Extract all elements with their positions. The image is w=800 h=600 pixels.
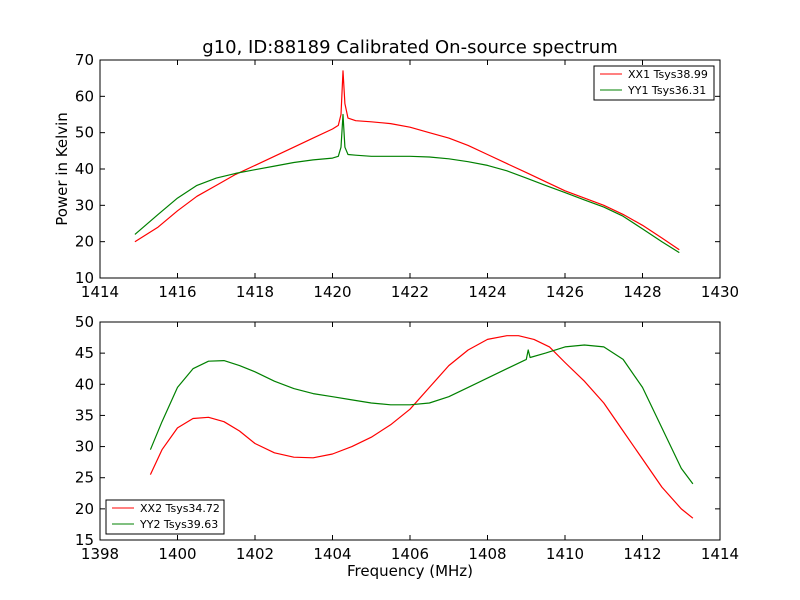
top-axis-ticks: 1414 1416 1418 1420 1422 1424 1426 1428 1430 10 20… <box>75 51 739 301</box>
bottom-x-tick-label: 1406 <box>391 545 429 563</box>
top-legend: XX1 Tsys38.99 YY1 Tsys36.31 <box>593 65 715 101</box>
top-x-tick-label: 1428 <box>623 283 661 301</box>
top-y-tick-label: 40 <box>75 160 94 178</box>
top-x-tick-label: 1420 <box>313 283 351 301</box>
top-series-line-xx1 <box>134 70 680 251</box>
bottom-y-tick-label: 20 <box>75 500 94 518</box>
bottom-legend-label-yy2: YY2 Tsys39.63 <box>139 518 218 531</box>
top-series-line-yy1 <box>134 113 680 254</box>
bottom-y-tick-label: 50 <box>75 313 94 331</box>
top-legend-label-yy1: YY1 Tsys36.31 <box>627 84 706 97</box>
top-legend-box <box>593 65 715 101</box>
bottom-y-tick-label: 25 <box>75 469 94 487</box>
bottom-x-axis-label: Frequency (MHz) <box>347 562 473 580</box>
bottom-series-line-xx2 <box>149 335 694 519</box>
top-y-tick-label: 50 <box>75 124 94 142</box>
bottom-y-tick-label: 45 <box>75 344 94 362</box>
top-x-tick-label: 1414 <box>81 283 119 301</box>
top-x-tick-label: 1422 <box>391 283 429 301</box>
top-y-axis-label: Power in Kelvin <box>53 112 71 226</box>
top-x-tick-label: 1416 <box>158 283 196 301</box>
bottom-x-tick-label: 1412 <box>623 545 661 563</box>
bottom-x-tick-label: 1404 <box>313 545 351 563</box>
bottom-plot-frame <box>99 321 721 541</box>
bottom-legend: XX2 Tsys34.72 YY2 Tsys39.63 <box>105 499 225 535</box>
top-y-tick-label: 10 <box>75 269 94 287</box>
top-x-tick-label: 1418 <box>236 283 274 301</box>
bottom-x-tick-label: 1408 <box>468 545 506 563</box>
bottom-series-group <box>149 335 694 519</box>
bottom-y-tick-label: 40 <box>75 375 94 393</box>
top-y-tick-label: 20 <box>75 233 94 251</box>
bottom-x-tick-label: 1410 <box>546 545 584 563</box>
top-plot-frame <box>99 59 721 279</box>
bottom-x-tick-label: 1414 <box>701 545 739 563</box>
bottom-legend-box <box>105 499 225 535</box>
bottom-subplot: Frequency (MHz) 1398 1400 1402 1404 1406 1408… <box>75 313 739 580</box>
bottom-series-line-yy2 <box>149 344 694 485</box>
bottom-y-tick-label: 30 <box>75 438 94 456</box>
bottom-x-tick-label: 1400 <box>158 545 196 563</box>
top-x-tick-label: 1430 <box>701 283 739 301</box>
bottom-legend-label-xx2: XX2 Tsys34.72 <box>140 502 220 515</box>
bottom-y-tick-label: 15 <box>75 531 94 549</box>
bottom-x-tick-label: 1402 <box>236 545 274 563</box>
top-chart-title: g10, ID:88189 Calibrated On-source spect… <box>202 37 617 58</box>
top-y-tick-label: 30 <box>75 196 94 214</box>
top-legend-label-xx1: XX1 Tsys38.99 <box>628 68 708 81</box>
top-x-tick-label: 1424 <box>468 283 506 301</box>
bottom-x-tick-label: 1398 <box>81 545 119 563</box>
top-y-tick-label: 70 <box>75 51 94 69</box>
top-y-tick-label: 60 <box>75 87 94 105</box>
top-series-group <box>134 70 680 254</box>
top-subplot: g10, ID:88189 Calibrated On-source spect… <box>53 37 739 301</box>
bottom-y-tick-label: 35 <box>75 406 94 424</box>
top-x-tick-label: 1426 <box>546 283 584 301</box>
